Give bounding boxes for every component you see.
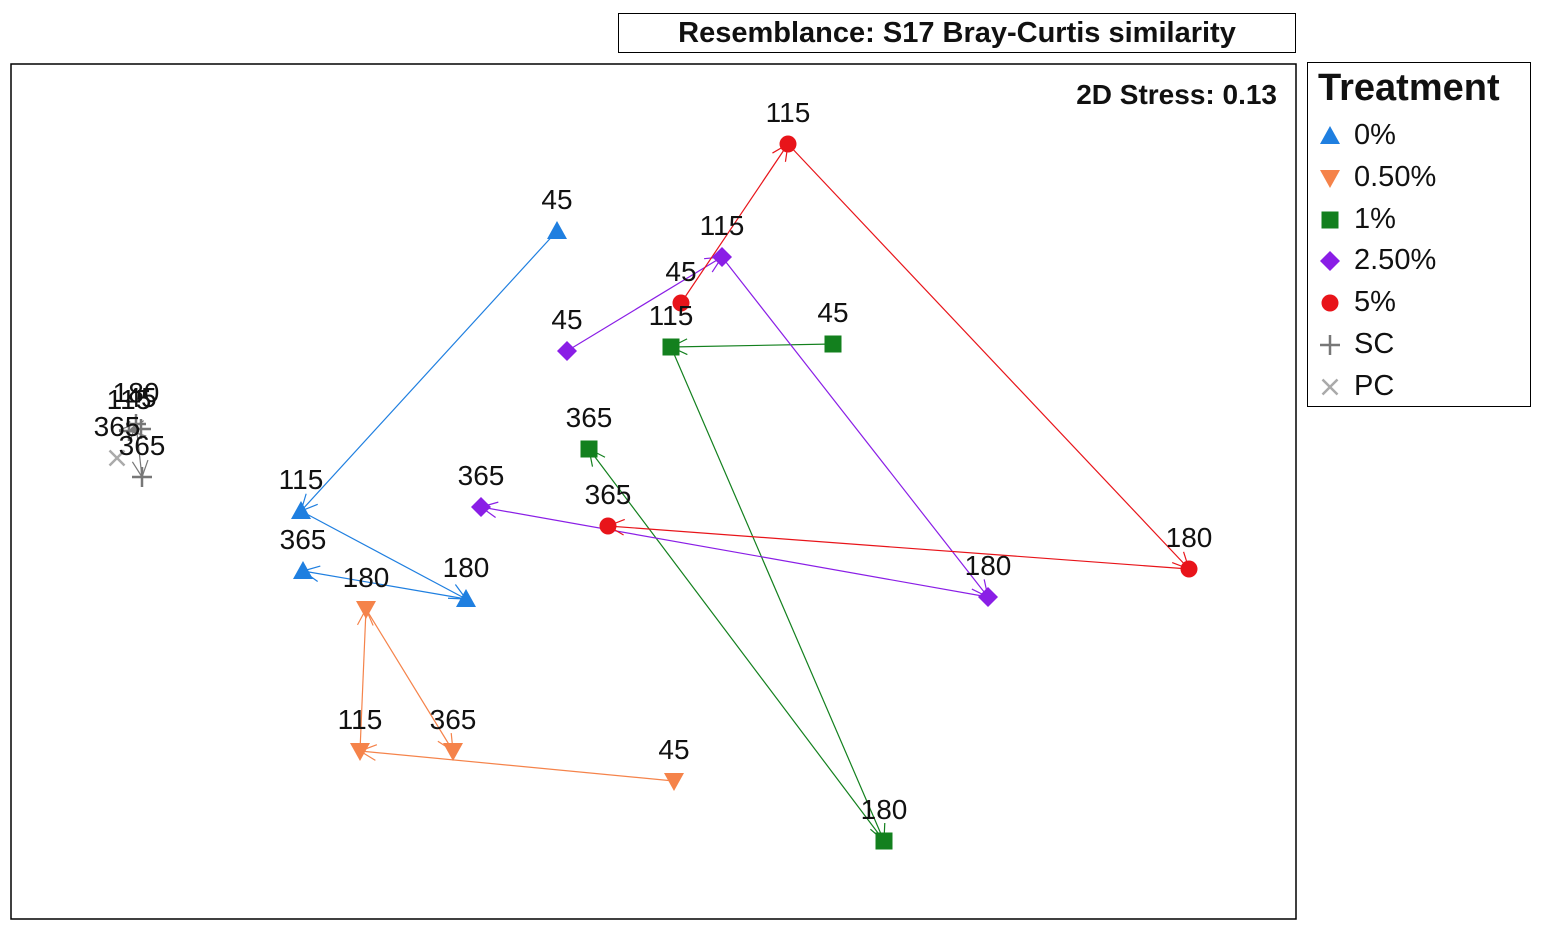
point-label: 365: [94, 411, 141, 442]
point-label: 115: [279, 464, 324, 495]
trajectory-segment: [359, 608, 367, 752]
point-label: 115: [700, 210, 745, 241]
point-label: 45: [125, 382, 156, 413]
legend-title: Treatment: [1318, 67, 1500, 109]
point-label: 45: [658, 734, 689, 765]
legend-label: 0%: [1354, 119, 1396, 151]
trajectory-segment: [670, 343, 834, 348]
point-label: 365: [458, 460, 505, 491]
data-point: [599, 517, 617, 535]
point-label: 180: [1166, 522, 1213, 553]
legend-item: 1%: [1308, 199, 1530, 239]
data-point: [119, 421, 139, 441]
data-point: [664, 773, 684, 791]
trajectory-segment: [300, 510, 467, 600]
legend-label: SC: [1354, 328, 1395, 360]
point-label: 180: [113, 377, 160, 408]
legend-label: 2.50%: [1354, 244, 1437, 277]
data-point: [443, 743, 463, 761]
trajectory-segment: [680, 143, 789, 304]
trajectory-segment: [787, 143, 1190, 570]
data-point: [131, 419, 151, 439]
legend-symbol: [1321, 294, 1339, 312]
legend-item: 5%: [1308, 282, 1530, 322]
point-label: 365: [566, 402, 613, 433]
point-label: 180: [861, 794, 908, 825]
data-point: [875, 832, 893, 850]
legend-symbol: [1320, 126, 1340, 144]
point-label: 180: [965, 550, 1012, 581]
point-label: 365: [280, 524, 327, 555]
legend-symbol: [1320, 335, 1340, 355]
point-label: 45: [541, 184, 572, 215]
point-label: 115: [338, 704, 383, 735]
data-point: [978, 587, 998, 607]
trajectory-segment: [300, 230, 558, 512]
trajectory-segment: [721, 256, 989, 598]
stress-annotation: 2D Stress: 0.13: [1076, 79, 1277, 110]
data-point: [456, 589, 476, 607]
data-point: [662, 338, 680, 356]
trajectory-segment: [670, 346, 885, 842]
legend-item: 0%: [1308, 115, 1530, 155]
legend-item: PC: [1308, 366, 1530, 406]
data-point: [824, 335, 842, 353]
legend: Treatment 0% 0.50% 1% 2.50% 5% SC PC: [1307, 62, 1531, 407]
data-point: [108, 449, 126, 467]
chart-title: Resemblance: S17 Bray-Curtis similarity: [618, 13, 1296, 53]
point-label: 45: [665, 256, 696, 287]
point-label: 115: [649, 300, 694, 331]
legend-symbol: [1320, 251, 1340, 272]
data-point: [672, 294, 690, 312]
legend-symbol: [1320, 169, 1340, 188]
plot-frame: [10, 63, 1297, 920]
trajectory-segment: [588, 448, 885, 842]
legend-label: 0.50%: [1354, 160, 1437, 193]
data-point: [293, 561, 313, 579]
point-label: 115: [107, 384, 152, 415]
data-point: [557, 341, 577, 361]
trajectory-arrowhead: [131, 461, 143, 478]
legend-symbol: [1321, 378, 1339, 396]
data-point: [547, 221, 567, 239]
trajectory-segment: [566, 256, 723, 352]
point-label: 180: [343, 562, 390, 593]
data-point: [356, 601, 376, 619]
legend-label: PC: [1354, 369, 1395, 402]
data-points: [108, 135, 1198, 850]
point-label: 365: [119, 430, 166, 461]
data-point: [132, 467, 152, 487]
point-label: 115: [766, 97, 811, 128]
point-label: 365: [585, 479, 632, 510]
trajectory-segment: [607, 525, 1190, 570]
point-label: 45: [551, 304, 582, 335]
legend-item: SC: [1308, 324, 1530, 364]
legend-label: 1%: [1354, 202, 1396, 235]
trajectory-segment: [359, 750, 675, 782]
data-point: [471, 497, 491, 517]
data-point: [580, 440, 598, 458]
point-label: 365: [430, 704, 477, 735]
data-point: [291, 501, 311, 519]
legend-label: 5%: [1354, 286, 1396, 319]
trajectory-segment: [480, 506, 989, 598]
data-point: [779, 135, 797, 153]
point-label: 180: [443, 552, 490, 583]
legend-symbol: [1321, 211, 1339, 229]
data-point: [712, 247, 732, 267]
legend-item: 2.50%: [1308, 240, 1530, 280]
point-label: 45: [817, 297, 848, 328]
trajectory-segment: [302, 570, 467, 600]
data-point: [350, 743, 370, 761]
data-point: [1180, 560, 1198, 578]
legend-item: 0.50%: [1308, 157, 1530, 197]
trajectory-segment: [365, 608, 454, 752]
